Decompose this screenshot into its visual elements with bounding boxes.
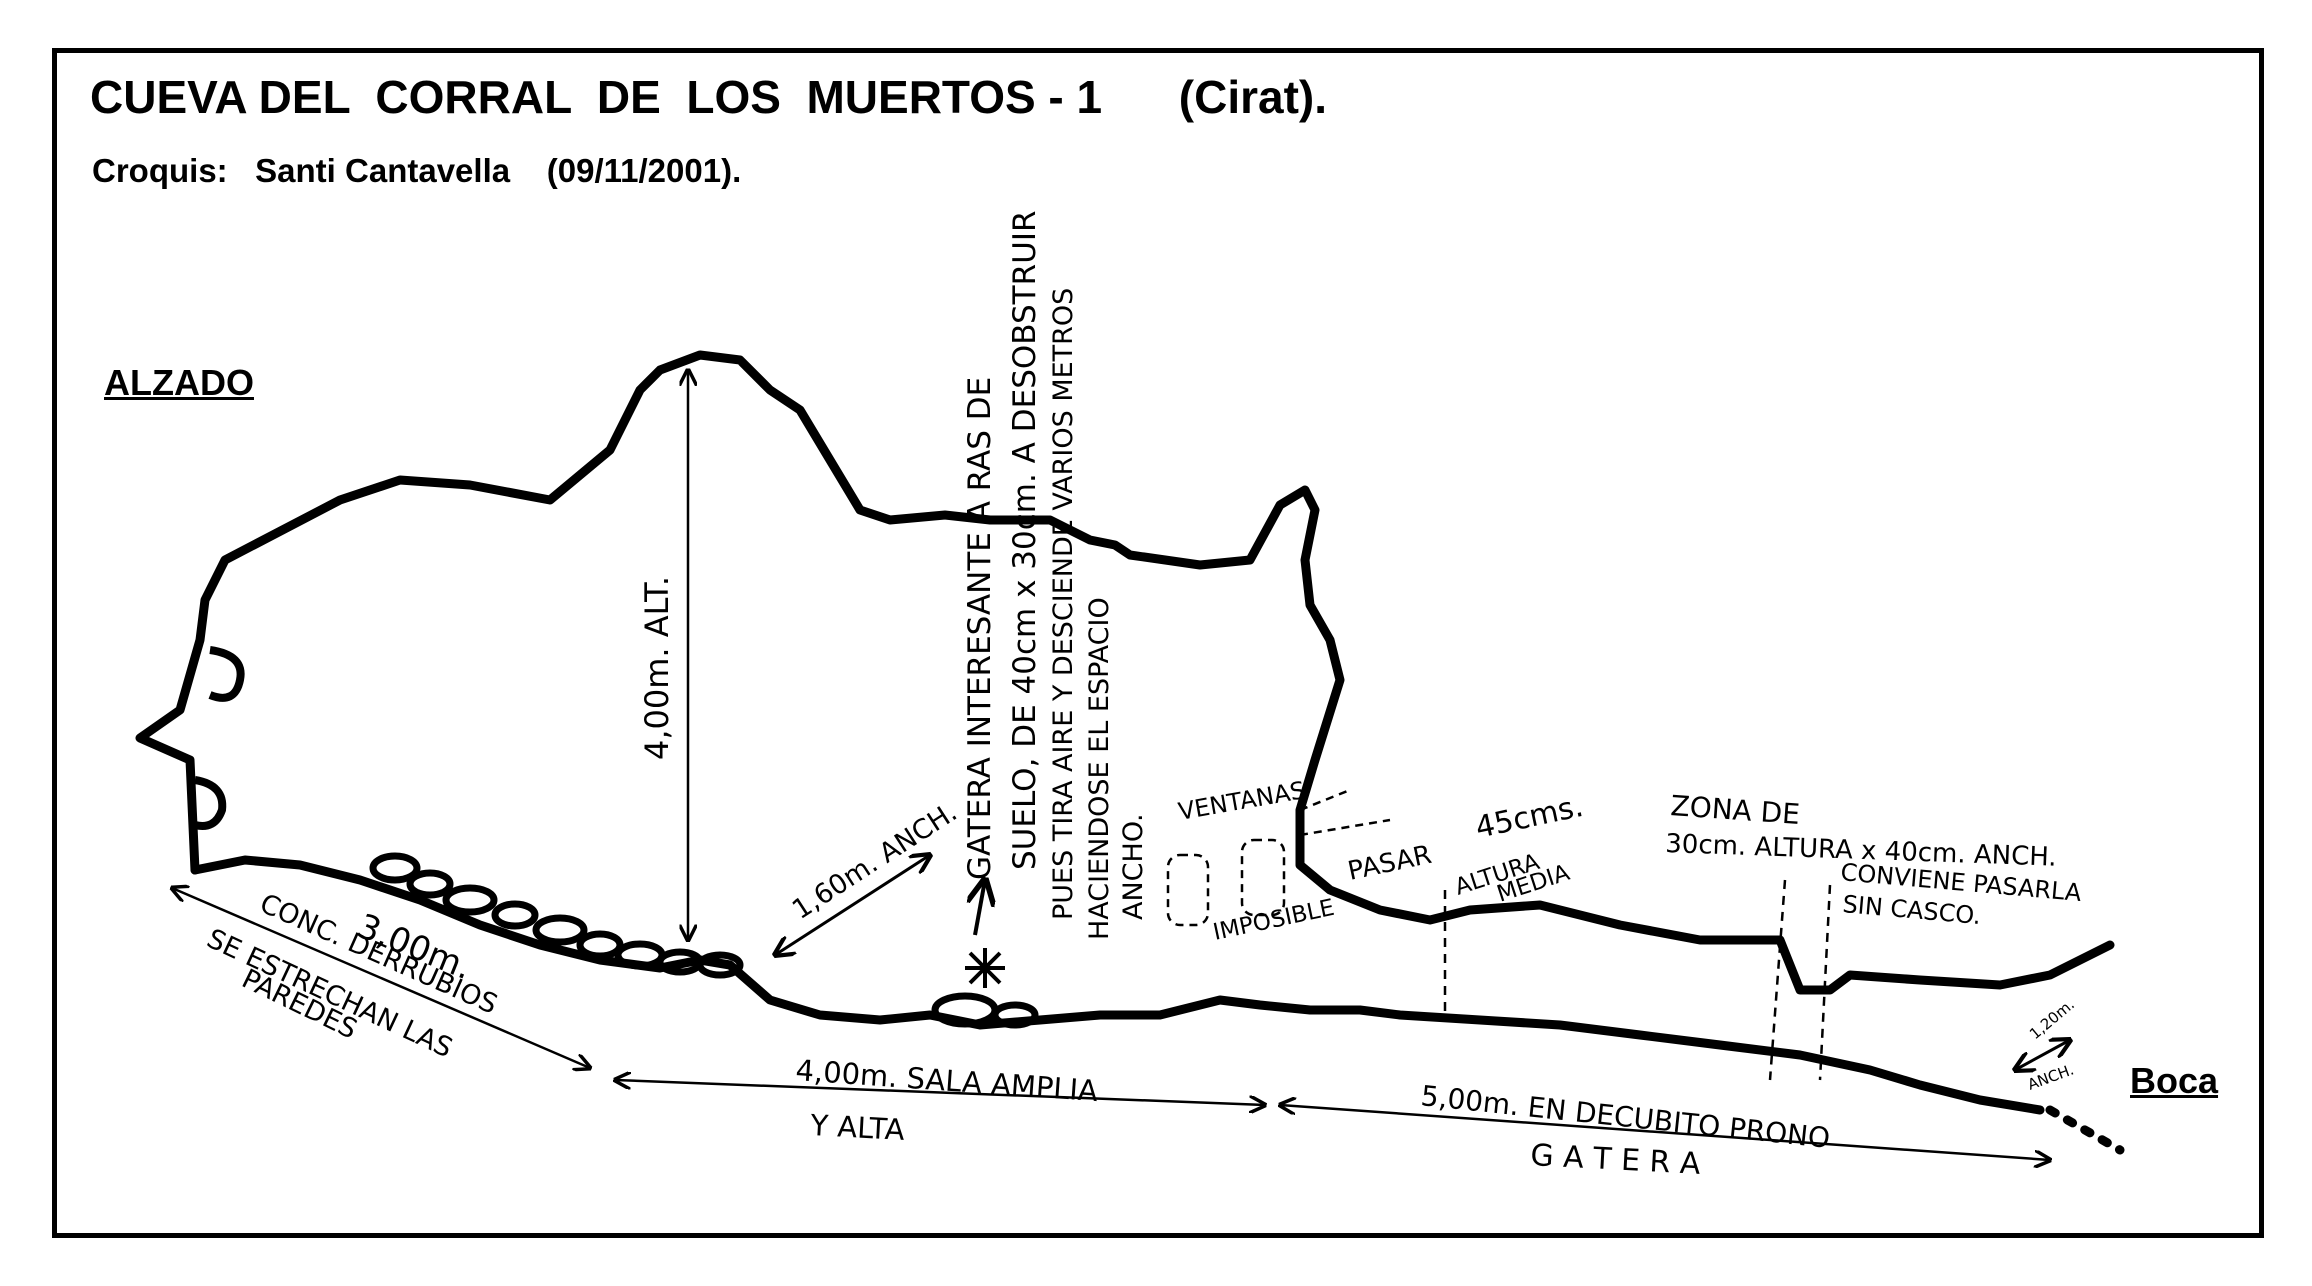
section-label-alzado: ALZADO xyxy=(104,362,254,403)
annotation-height-main: 4,00m. ALT. xyxy=(638,576,676,760)
entrance-label-boca: Boca xyxy=(2130,1060,2219,1101)
ventanas-windows xyxy=(1166,788,1391,927)
annotation-ventanas: VENTANAS xyxy=(1176,776,1307,826)
annotation-zona-1: ZONA DE xyxy=(1670,789,1801,831)
gatera-pointer-arrow xyxy=(975,880,985,936)
annotation-gatera-2: SUELO, DE 40cm x 30cm. A DESOBSTRUIR xyxy=(1007,210,1043,870)
annotation-width-main: 1,60m. ANCH. xyxy=(787,797,963,926)
annotation-width-entrance-1: 1,20m. xyxy=(2026,995,2078,1043)
gatera-star-icon xyxy=(965,948,1005,988)
annotation-gatera-4: HACIENDOSE EL ESPACIO xyxy=(1084,597,1115,940)
annotation-seg2-desc: Y ALTA xyxy=(809,1108,906,1147)
diagram-title: CUEVA DEL CORRAL DE LOS MUERTOS - 1 (Cir… xyxy=(90,71,1328,123)
diagram-frame xyxy=(52,48,2264,1238)
wall-pocket-upper xyxy=(208,646,245,702)
entrance-dots xyxy=(2045,1105,2125,1155)
diagram-subtitle: Croquis: Santi Cantavella (09/11/2001). xyxy=(92,152,742,189)
cave-ceiling-outline xyxy=(135,350,2115,995)
wall-pocket-lower xyxy=(194,776,227,830)
segment-1-arrow xyxy=(172,888,590,1068)
segment-3-arrow xyxy=(1280,1105,2050,1160)
zone-markers xyxy=(1443,879,1832,1081)
segment-2-arrow xyxy=(615,1080,1265,1105)
width-arrow-entrance xyxy=(2015,1040,2070,1070)
annotation-seg2-len: 4,00m. SALA AMPLIA xyxy=(795,1053,1100,1108)
annotation-pasar: PASAR xyxy=(1345,840,1434,887)
annotation-gatera-3: PUES TIRA AIRE Y DESCIENDE VARIOS METROS xyxy=(1048,288,1079,920)
annotation-imposible: IMPOSIBLE xyxy=(1211,895,1337,946)
annotation-seg3-desc: G A T E R A xyxy=(1530,1138,1702,1182)
annotation-width-entrance-2: ANCH. xyxy=(2025,1061,2076,1094)
width-arrow-main xyxy=(775,855,930,955)
annotation-gatera-5: ANCHO. xyxy=(1118,813,1149,920)
annotation-altura-45: 45cms. xyxy=(1472,789,1586,846)
annotation-gatera-1: GATERA INTERESANTE A RAS DE xyxy=(962,377,998,880)
